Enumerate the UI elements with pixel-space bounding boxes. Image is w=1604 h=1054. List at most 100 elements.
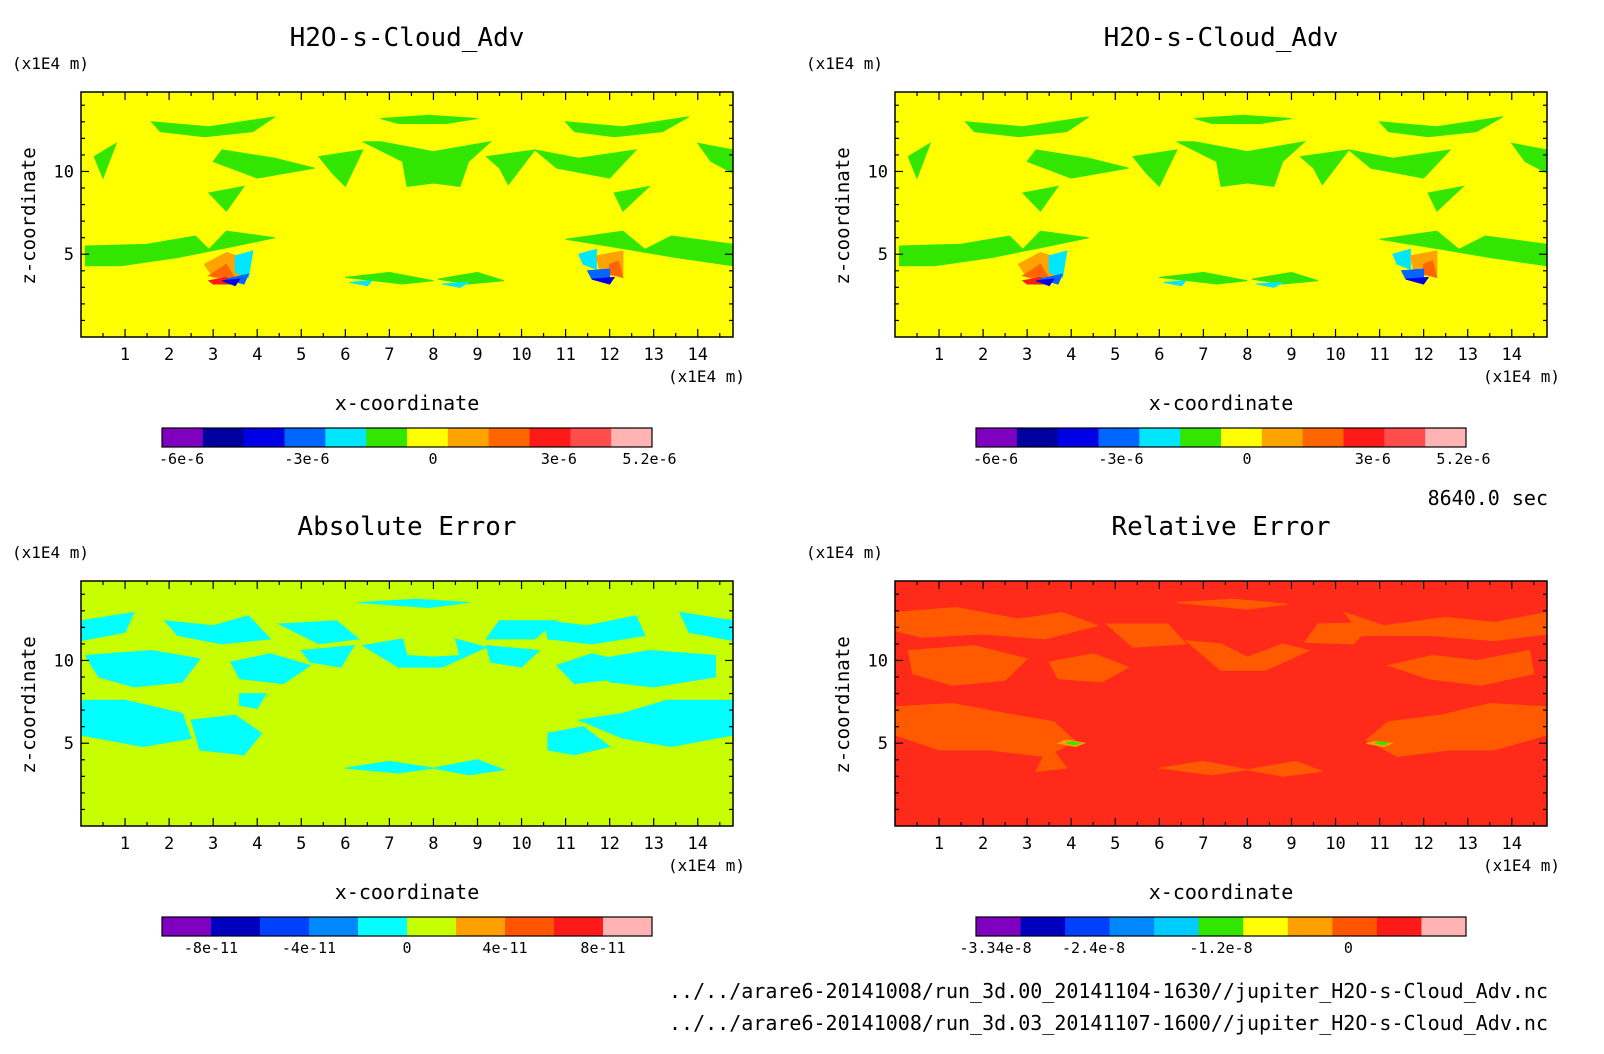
colorbar: -8e-11 -4e-11 0 4e-11 8e-11 [161, 916, 653, 957]
colorbar-swatch [1302, 428, 1344, 447]
colorbar-label: 0 [428, 450, 437, 468]
contour-region [1348, 149, 1452, 179]
colorbar-swatch [162, 428, 204, 447]
contour-region [358, 598, 469, 609]
colorbar-swatch [1065, 917, 1111, 936]
x-tick-label: 8 [1242, 834, 1252, 854]
contour-region [1048, 653, 1130, 683]
colorbar-swatch [325, 428, 367, 447]
x-tick-label: 7 [1198, 834, 1208, 854]
colorbar-swatch [211, 917, 261, 936]
x-tick-label: 13 [1457, 834, 1477, 854]
x-tick-label: 14 [688, 345, 708, 365]
contour-region [907, 142, 932, 180]
contour-region [907, 645, 1029, 686]
contour-region [1105, 623, 1187, 648]
contour-region [1373, 741, 1391, 746]
x-tick-label: 1 [934, 345, 944, 365]
contour-region [613, 185, 651, 213]
y-unit-label: (x1E4 m) [806, 54, 883, 73]
contour-region [1048, 250, 1068, 279]
x-tick-label: 1 [934, 834, 944, 854]
contour-region [1392, 248, 1411, 270]
x-tick-label: 12 [1413, 834, 1433, 854]
colorbar-swatch [1154, 917, 1200, 936]
y-tick-label: 5 [64, 245, 74, 265]
contour-region [93, 142, 118, 180]
x-tick-label: 5 [296, 345, 306, 365]
field-contours [895, 598, 1547, 777]
colorbar-swatch [1261, 428, 1304, 447]
contour-region [221, 278, 241, 287]
x-tick-label: 11 [555, 345, 575, 365]
colorbar-frame [161, 427, 653, 448]
colorbar-label: -6e-6 [159, 450, 204, 468]
panel-title: Relative Error [1111, 512, 1330, 542]
colorbar-label: 4e-11 [482, 939, 527, 957]
contour-region [578, 248, 597, 270]
x-unit-label: (x1E4 m) [1483, 367, 1560, 386]
contour-region [1379, 230, 1547, 267]
x-tick-label: 8 [1242, 345, 1252, 365]
contour-region [1159, 271, 1248, 285]
colorbar-swatch [1243, 917, 1289, 936]
y-unit-label: (x1E4 m) [12, 54, 89, 73]
colorbar-swatch [447, 428, 490, 447]
contour-region [1251, 271, 1319, 285]
contour-region [433, 759, 505, 776]
x-tick-label: 4 [252, 834, 262, 854]
contour-region [234, 250, 254, 279]
colorbar-label: 0 [402, 939, 411, 957]
colorbar: -3.34e-8 -2.4e-8 -1.2e-8 0 [959, 916, 1467, 957]
colorbar-label: 8e-11 [580, 939, 625, 957]
contour-region [547, 726, 611, 756]
colorbar-swatch [611, 428, 653, 447]
x-axis-title: x-coordinate [335, 880, 480, 904]
y-tick-label: 10 [54, 162, 74, 182]
y-axis-title: z-coordinate [18, 147, 40, 284]
colorbar-label: 3e-6 [541, 450, 577, 468]
contour-region [230, 653, 312, 685]
contour-region [534, 149, 638, 179]
x-axis-title: x-coordinate [335, 391, 480, 415]
colorbar-swatch [1376, 917, 1422, 936]
colorbar-label: -3.34e-8 [959, 939, 1031, 957]
contour-region [150, 116, 276, 138]
y-tick-label: 10 [54, 651, 74, 671]
colorbar-swatch [1425, 428, 1467, 447]
panel-title: H2O-s-Cloud_Adv [1104, 23, 1339, 53]
x-tick-label: 9 [1286, 834, 1296, 854]
x-tick-label: 10 [511, 834, 531, 854]
x-tick-label: 3 [208, 345, 218, 365]
x-tick-label: 14 [688, 834, 708, 854]
contour-region [84, 649, 201, 688]
field-contours [898, 114, 1547, 288]
x-tick-label: 4 [1066, 834, 1076, 854]
contour-region [207, 263, 237, 280]
x-tick-label: 3 [1022, 834, 1032, 854]
x-tick-label: 12 [1413, 345, 1433, 365]
colorbar-swatch [1332, 917, 1378, 936]
panel-title: H2O-s-Cloud_Adv [290, 23, 525, 53]
contour-region [565, 230, 733, 267]
y-axis-title: z-coordinate [18, 636, 40, 773]
colorbar: -6e-6 -3e-6 0 3e-6 5.2e-6 [973, 427, 1491, 468]
contour-region [1064, 741, 1082, 746]
x-tick-label: 6 [1154, 834, 1164, 854]
colorbar-swatch [505, 917, 555, 936]
colorbar-label: 5.2e-6 [1436, 450, 1490, 468]
contour-region [591, 276, 616, 285]
colorbar-swatch [570, 428, 612, 447]
colorbar-swatch [488, 428, 530, 447]
contour-region [437, 271, 505, 285]
contour-region [190, 714, 263, 756]
panel-title: Absolute Error [297, 512, 516, 542]
y-axis-title: z-coordinate [832, 147, 854, 284]
contour-region [1131, 149, 1178, 188]
contour-region [1365, 702, 1547, 758]
x-tick-label: 2 [978, 834, 988, 854]
